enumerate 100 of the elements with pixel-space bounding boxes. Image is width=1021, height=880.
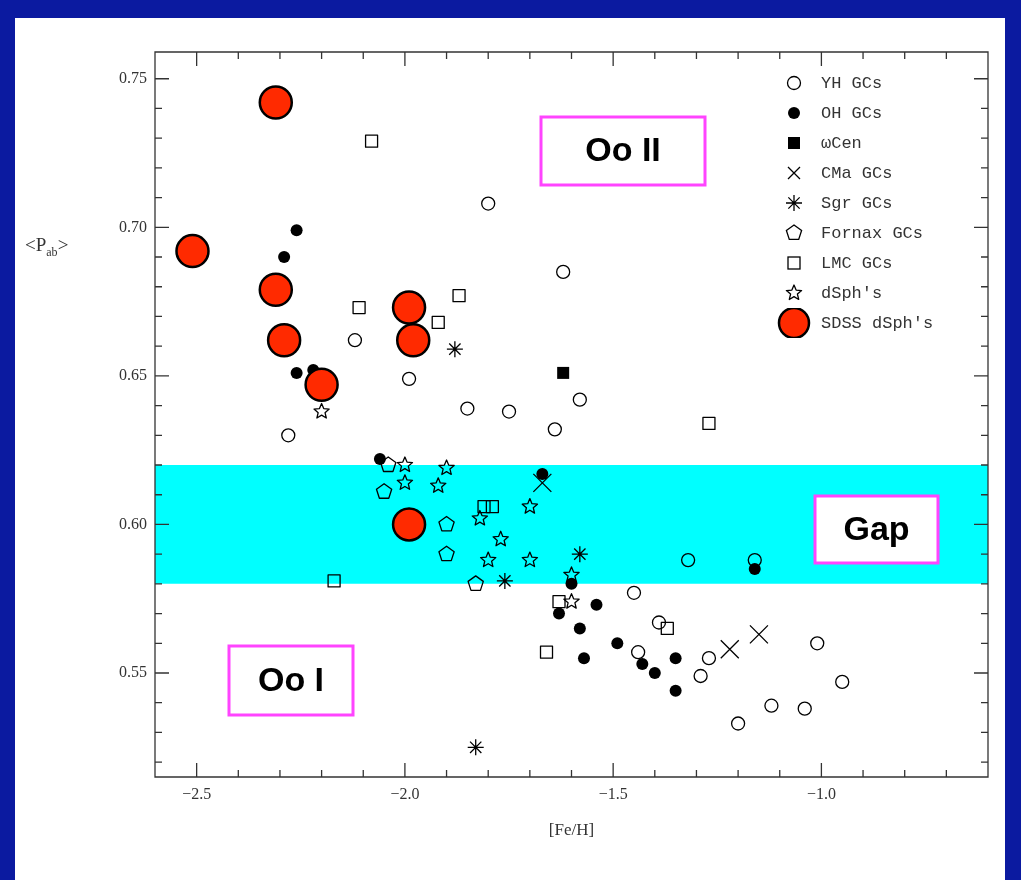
point xyxy=(327,574,341,588)
point xyxy=(396,474,414,490)
point xyxy=(290,366,303,379)
point xyxy=(278,251,291,264)
point xyxy=(532,473,552,493)
point xyxy=(611,637,624,650)
point xyxy=(701,651,717,666)
point xyxy=(396,456,414,473)
legend-label: dSph's xyxy=(821,283,883,303)
point xyxy=(578,652,590,665)
point xyxy=(438,515,455,532)
point xyxy=(553,607,566,620)
point xyxy=(590,598,603,611)
point xyxy=(379,456,397,473)
y-tick-label: 0.55 xyxy=(119,663,147,681)
legend-label: SDSS dSph's xyxy=(821,313,934,333)
point xyxy=(438,545,455,562)
point xyxy=(446,340,464,358)
point xyxy=(429,477,447,493)
point xyxy=(501,404,517,419)
point xyxy=(748,563,761,576)
point xyxy=(693,668,708,684)
point xyxy=(720,639,740,659)
point xyxy=(636,658,649,671)
x-tick-label: −1.0 xyxy=(806,784,836,802)
point xyxy=(669,684,682,697)
point xyxy=(492,530,509,547)
point xyxy=(304,367,339,403)
legend-label: Fornax GCs xyxy=(821,223,924,243)
x-axis-title: [Fe/H] xyxy=(548,820,595,840)
point xyxy=(364,134,379,148)
point xyxy=(660,621,674,636)
point xyxy=(680,552,696,568)
point xyxy=(764,698,779,713)
point xyxy=(630,645,646,660)
point xyxy=(467,575,484,591)
point xyxy=(536,467,549,480)
point xyxy=(290,224,303,237)
point xyxy=(730,716,746,731)
point xyxy=(556,264,571,280)
point xyxy=(375,483,393,499)
legend-label: ωCen xyxy=(821,133,862,153)
y-tick-label: 0.60 xyxy=(119,514,147,532)
x-tick-label: −1.5 xyxy=(598,784,628,802)
point xyxy=(572,392,587,407)
point xyxy=(810,636,825,651)
legend-label: Sgr GCs xyxy=(821,193,893,213)
point xyxy=(626,585,642,600)
point xyxy=(702,416,716,431)
point xyxy=(747,552,762,568)
point xyxy=(467,738,485,756)
point xyxy=(496,572,514,590)
point xyxy=(391,290,427,325)
point xyxy=(438,459,455,476)
point xyxy=(258,85,294,120)
point xyxy=(797,701,812,716)
y-axis-title: <P$_{ab}$> xyxy=(25,234,69,260)
point xyxy=(471,509,489,526)
point xyxy=(573,622,586,635)
point xyxy=(749,624,769,645)
point xyxy=(651,615,667,630)
point xyxy=(521,551,539,568)
point xyxy=(391,507,427,542)
point xyxy=(552,595,566,609)
point xyxy=(258,272,294,307)
point xyxy=(175,233,210,269)
point xyxy=(431,315,445,330)
point xyxy=(401,371,417,386)
point xyxy=(479,551,497,568)
x-tick-label: −2.5 xyxy=(182,784,212,802)
point xyxy=(571,545,589,563)
point xyxy=(266,322,302,358)
y-tick-label: 0.65 xyxy=(119,366,147,384)
band-label: Gap xyxy=(843,508,910,547)
point xyxy=(521,497,539,514)
annotation: Oo II xyxy=(585,130,661,169)
point xyxy=(485,499,500,514)
point xyxy=(539,645,554,659)
point xyxy=(352,300,366,315)
annotation: Oo I xyxy=(257,659,325,698)
point xyxy=(477,499,491,514)
point xyxy=(669,652,682,665)
point xyxy=(347,333,363,348)
legend-label: LMC GCs xyxy=(821,253,893,273)
point xyxy=(452,289,466,303)
point xyxy=(460,401,475,416)
point xyxy=(481,196,496,211)
point xyxy=(563,593,580,609)
point xyxy=(835,674,850,690)
point xyxy=(395,322,431,358)
point xyxy=(563,566,580,583)
x-tick-label: −2.0 xyxy=(390,784,420,802)
point xyxy=(313,402,330,419)
legend-label: OH GCs xyxy=(821,103,883,123)
point xyxy=(547,422,562,437)
y-tick-label: 0.70 xyxy=(119,217,147,235)
legend-label: YH GCs xyxy=(821,73,883,93)
legend-label: CMa GCs xyxy=(821,163,893,183)
point xyxy=(281,428,296,443)
point xyxy=(648,667,661,679)
